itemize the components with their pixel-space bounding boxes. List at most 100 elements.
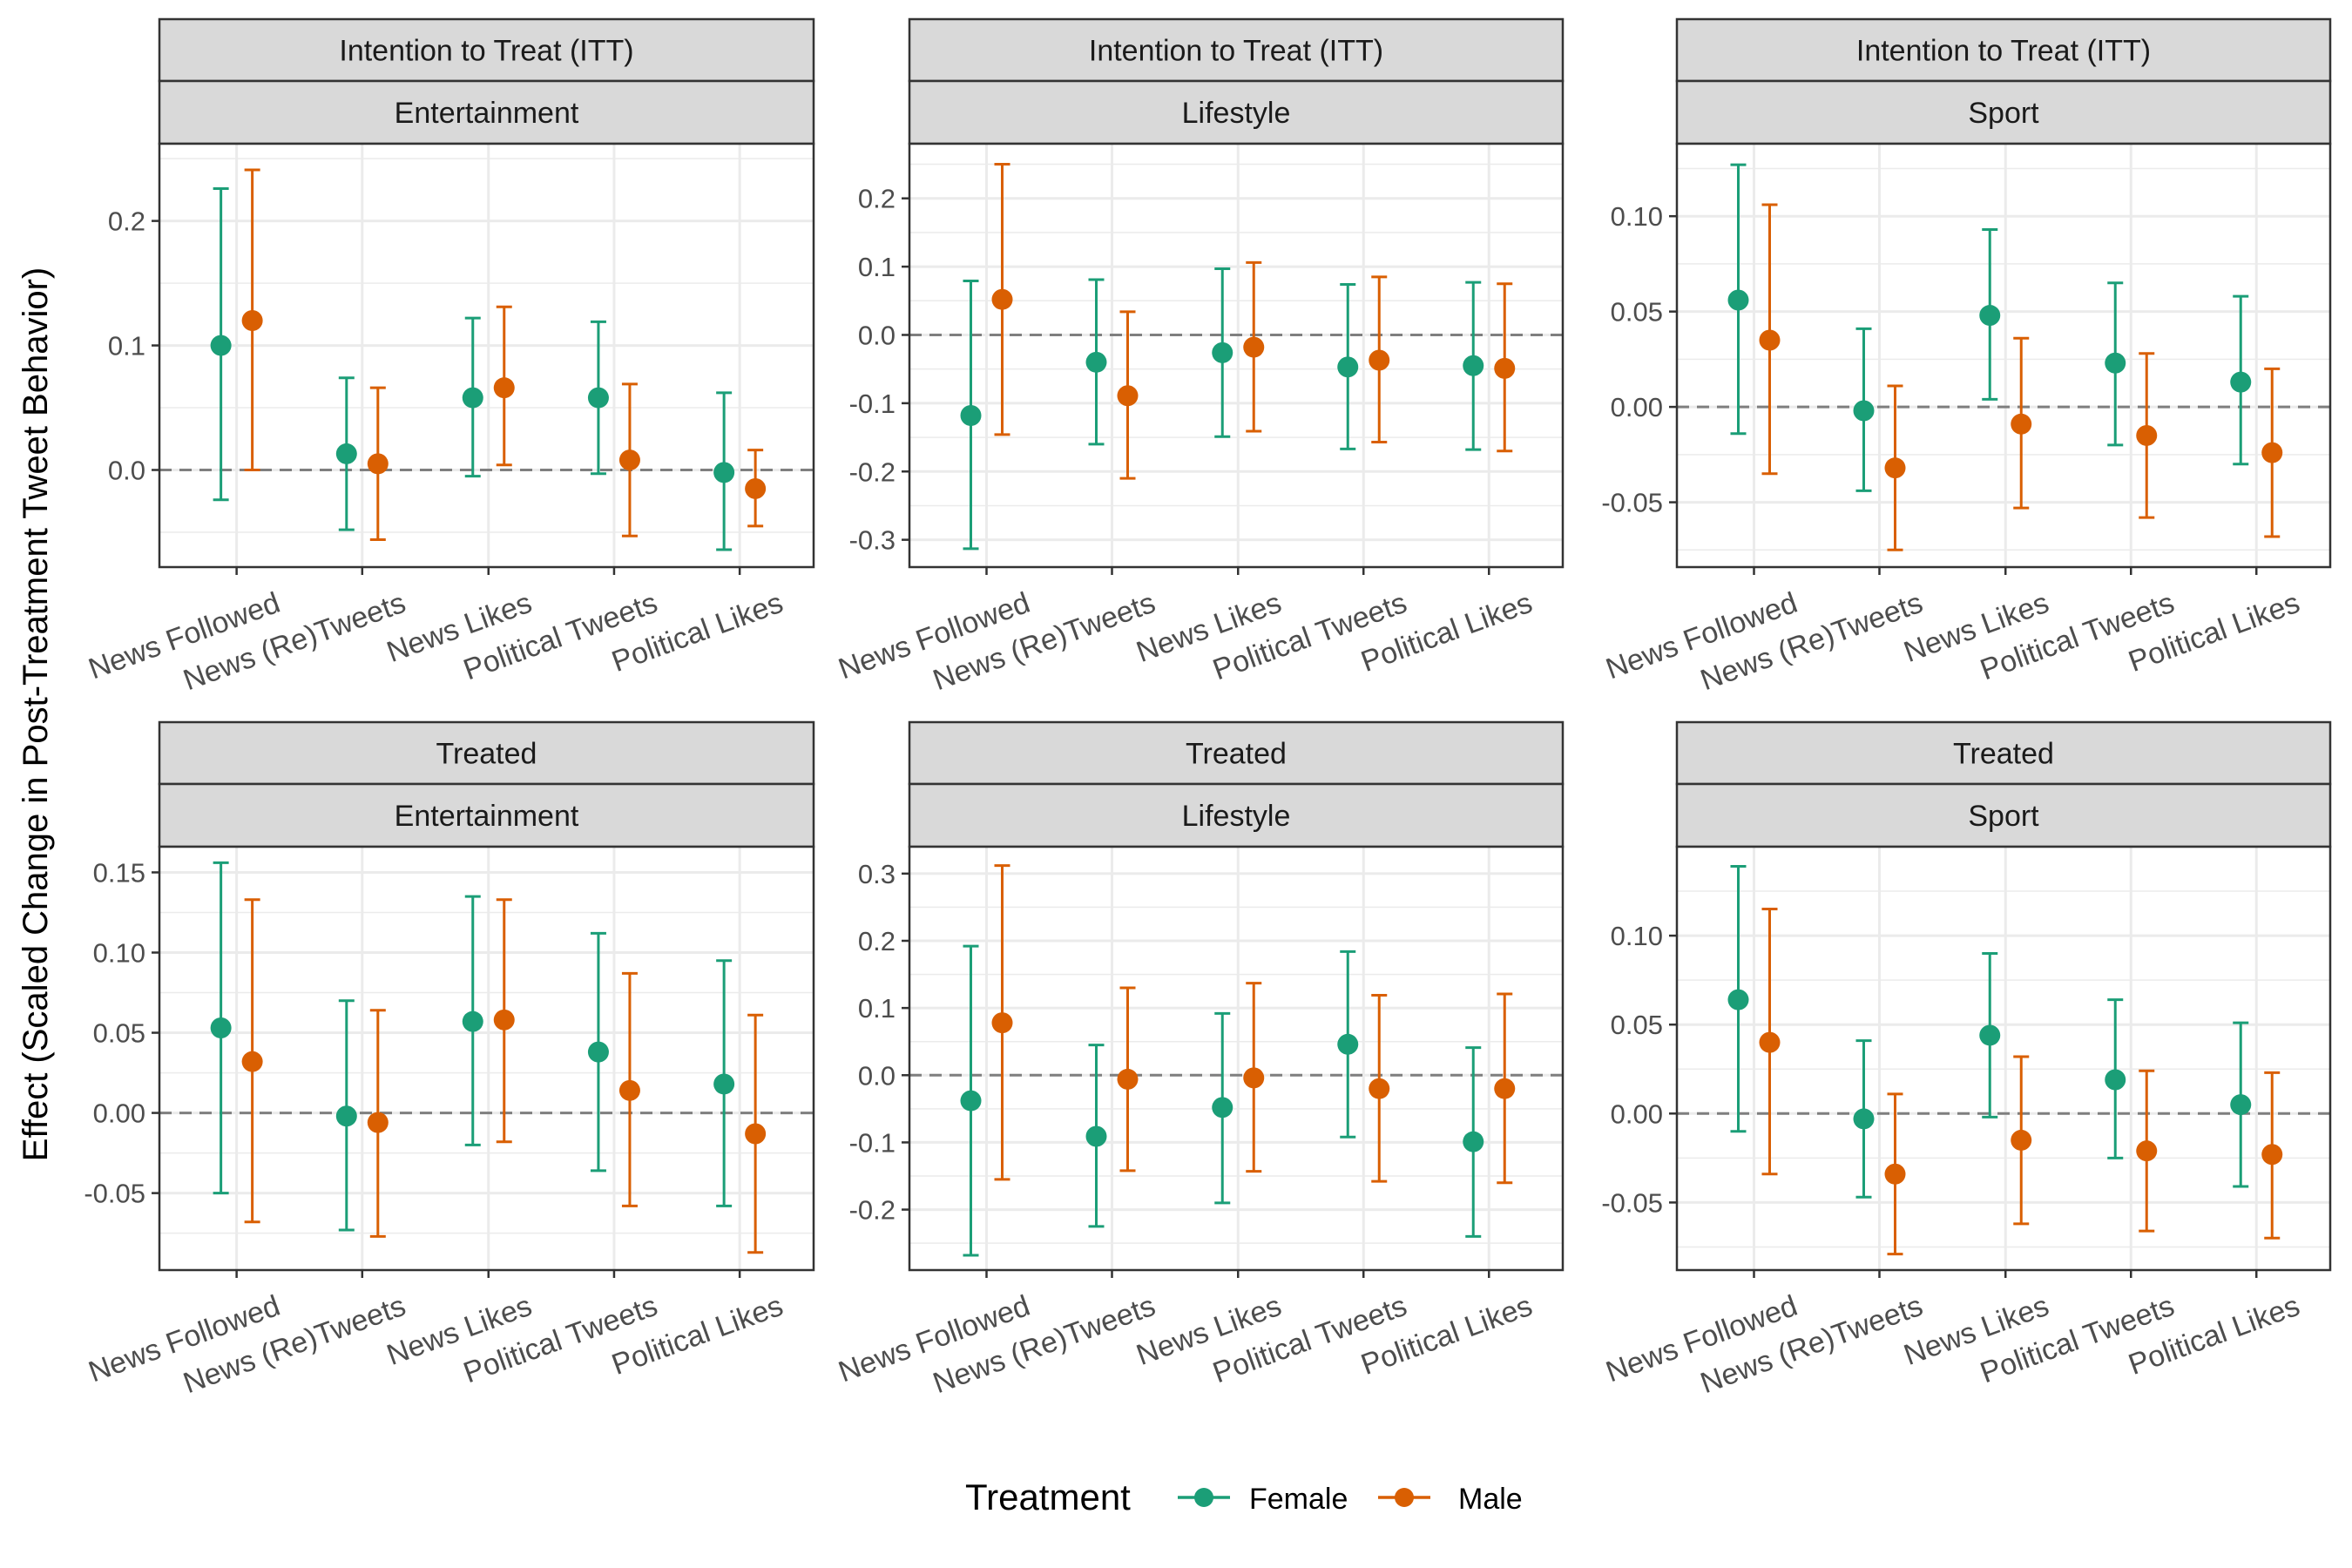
point-male-news-likes xyxy=(493,377,515,399)
point-male-news-followed xyxy=(991,288,1013,310)
point-female-news-likes xyxy=(1979,305,2001,327)
point-female-political-likes xyxy=(1463,355,1484,376)
y-tick-label: -0.1 xyxy=(849,389,896,419)
y-tick-label: 0.10 xyxy=(1611,921,1663,951)
point-male-political-likes xyxy=(2261,442,2283,463)
legend-key-female xyxy=(1178,1488,1230,1507)
y-tick-label: 0.00 xyxy=(93,1098,145,1129)
y-tick-label: 0.15 xyxy=(93,857,145,888)
panel-intention-to-treat-itt-lifestyle: Intention to Treat (ITT) Lifestyle -0.3 -0.… xyxy=(835,17,1565,697)
point-female-political-tweets xyxy=(2105,352,2126,374)
y-tick-label: 0.10 xyxy=(93,938,145,969)
point-male-political-tweets xyxy=(1369,349,1390,371)
plot-border xyxy=(1675,142,2332,569)
y-tick-label: 0.1 xyxy=(858,252,896,282)
y-tick-label: 0.05 xyxy=(93,1018,145,1049)
point-female-political-tweets xyxy=(1337,356,1359,378)
y-axis-title: Effect (Scaled Change in Post-Treatment … xyxy=(17,267,55,1161)
point-male-political-tweets xyxy=(1369,1078,1390,1099)
plot-background xyxy=(159,144,814,567)
y-tick-label: 0.05 xyxy=(1611,297,1663,328)
y-tick-label: -0.2 xyxy=(849,456,896,487)
legend-label-female: Female xyxy=(1249,1483,1348,1516)
strip-bottom-box xyxy=(158,79,815,145)
point-male-news-likes xyxy=(1243,336,1265,358)
point-male-political-likes xyxy=(1494,1078,1516,1099)
y-tick-label: -0.3 xyxy=(849,525,896,556)
legend-label-male: Male xyxy=(1458,1483,1523,1516)
point-male-news-re-tweets xyxy=(1117,1068,1139,1090)
legend-title: Treatment xyxy=(965,1477,1131,1517)
plot-border xyxy=(158,845,815,1272)
strip-bottom-label: Lifestyle xyxy=(1182,97,1291,130)
strip-top-label: Treated xyxy=(436,738,537,771)
point-female-political-tweets xyxy=(1337,1033,1359,1055)
plot-border xyxy=(158,142,815,569)
point-male-news-likes xyxy=(2011,1129,2032,1151)
point-male-news-likes xyxy=(493,1009,515,1031)
point-female-news-followed xyxy=(960,404,982,426)
legend-key-male xyxy=(1378,1488,1430,1507)
strip-top-box xyxy=(158,17,815,83)
point-female-news-re-tweets xyxy=(1085,351,1107,373)
y-tick-label: 0.00 xyxy=(1611,392,1663,422)
y-tick-label: 0.0 xyxy=(858,320,896,350)
point-male-news-followed xyxy=(241,1051,263,1072)
point-female-news-followed xyxy=(1727,989,1749,1010)
point-male-news-re-tweets xyxy=(367,453,389,475)
strip-bottom-label: Entertainment xyxy=(395,97,579,130)
strip-bottom-label: Entertainment xyxy=(395,800,579,833)
point-male-political-tweets xyxy=(618,449,640,471)
plot-background xyxy=(159,847,814,1270)
point-male-news-likes xyxy=(2011,413,2032,435)
point-male-political-likes xyxy=(2261,1144,2283,1166)
point-female-news-followed xyxy=(210,335,232,356)
point-female-political-tweets xyxy=(2105,1069,2126,1091)
strip-top-box xyxy=(1675,17,2332,83)
point-male-news-followed xyxy=(1759,1031,1781,1053)
point-male-political-tweets xyxy=(618,1079,640,1101)
strip-top-label: Intention to Treat (ITT) xyxy=(1089,35,1383,68)
point-female-news-re-tweets xyxy=(335,1105,357,1127)
point-male-political-likes xyxy=(745,477,767,499)
point-female-news-likes xyxy=(1979,1024,2001,1046)
point-female-news-likes xyxy=(462,1010,483,1032)
strip-bottom-label: Lifestyle xyxy=(1182,800,1291,833)
point-female-political-tweets xyxy=(587,1041,609,1063)
point-female-news-followed xyxy=(1727,289,1749,311)
strip-bottom-label: Sport xyxy=(1968,97,2039,130)
point-female-news-re-tweets xyxy=(1085,1125,1107,1147)
y-tick-label: -0.05 xyxy=(1601,1187,1663,1218)
strip-bottom-box xyxy=(1675,782,2332,848)
point-female-news-re-tweets xyxy=(1853,1108,1875,1130)
plot-border xyxy=(1675,845,2332,1272)
plot-background xyxy=(1677,847,2330,1270)
strip-top-label: Treated xyxy=(1186,738,1287,771)
point-male-news-re-tweets xyxy=(1117,385,1139,407)
point-male-political-tweets xyxy=(2136,1140,2158,1162)
point-male-news-likes xyxy=(1243,1067,1265,1089)
point-male-political-likes xyxy=(1494,357,1516,379)
facet-panels: Intention to Treat (ITT) Entertainment 0.0… xyxy=(84,17,2332,1400)
strip-bottom-label: Sport xyxy=(1968,800,2039,833)
point-female-news-likes xyxy=(1212,1097,1233,1119)
point-female-political-likes xyxy=(2230,1094,2252,1116)
point-male-news-re-tweets xyxy=(1884,457,1906,479)
point-male-news-followed xyxy=(1759,329,1781,351)
point-female-political-likes xyxy=(713,1073,735,1095)
y-tick-label: -0.2 xyxy=(849,1195,896,1226)
strip-top-label: Treated xyxy=(1953,738,2054,771)
point-female-news-re-tweets xyxy=(1853,400,1875,422)
strip-top-label: Intention to Treat (ITT) xyxy=(339,35,633,68)
point-female-news-followed xyxy=(960,1090,982,1112)
y-tick-label: 0.1 xyxy=(108,331,145,362)
strip-bottom-box xyxy=(908,79,1565,145)
y-tick-label: -0.05 xyxy=(1601,488,1663,518)
strip-top-box xyxy=(158,720,815,786)
point-female-news-re-tweets xyxy=(335,443,357,464)
point-male-political-tweets xyxy=(2136,424,2158,446)
point-female-political-likes xyxy=(713,462,735,483)
point-female-news-likes xyxy=(462,387,483,409)
y-tick-label: 0.3 xyxy=(858,859,896,889)
point-male-news-re-tweets xyxy=(367,1112,389,1133)
